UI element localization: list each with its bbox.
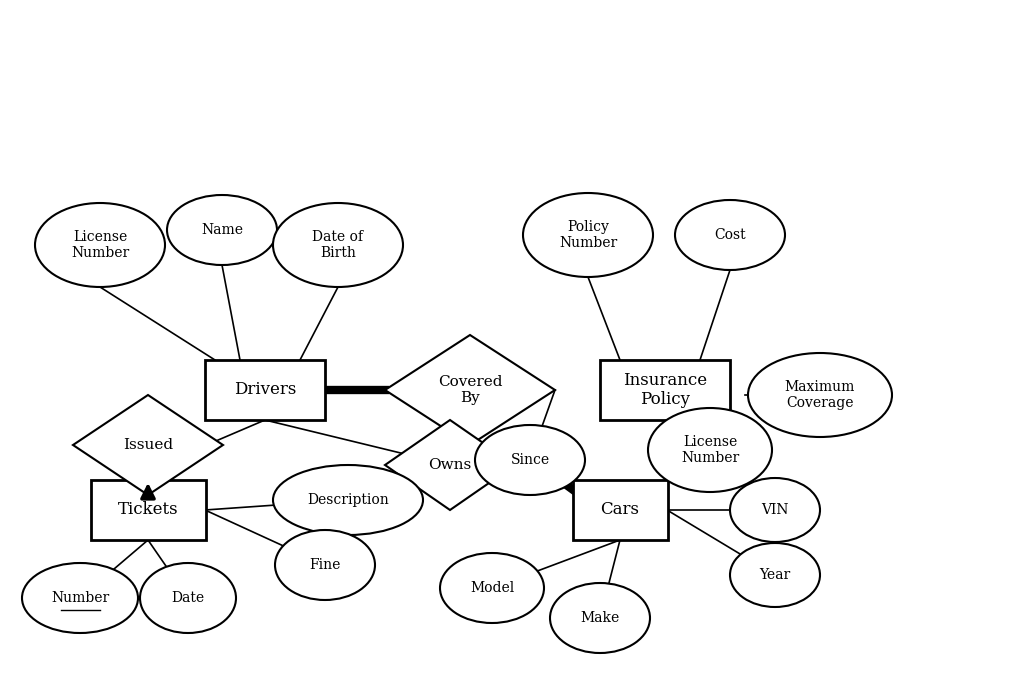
Text: Insurance
Policy: Insurance Policy [623, 372, 707, 408]
Ellipse shape [523, 193, 653, 277]
Text: VIN: VIN [761, 503, 788, 517]
Text: Model: Model [470, 581, 514, 595]
Text: Fine: Fine [309, 558, 341, 572]
Text: Tickets: Tickets [118, 502, 178, 518]
Ellipse shape [275, 530, 375, 600]
Text: Drivers: Drivers [233, 381, 296, 398]
Text: Name: Name [201, 223, 243, 237]
Text: License
Number: License Number [681, 435, 739, 465]
Text: Covered
By: Covered By [437, 375, 502, 405]
Bar [205, 360, 325, 420]
Text: Issued: Issued [123, 438, 173, 452]
Ellipse shape [748, 353, 892, 437]
Text: Date of
Birth: Date of Birth [312, 230, 364, 260]
Bar [600, 360, 730, 420]
Text: Number: Number [51, 591, 110, 605]
Ellipse shape [440, 553, 544, 623]
Text: Maximum
Coverage: Maximum Coverage [784, 380, 855, 410]
Text: Make: Make [581, 611, 620, 625]
Text: Cost: Cost [714, 228, 745, 242]
Ellipse shape [475, 425, 585, 495]
Text: License
Number: License Number [71, 230, 129, 260]
Ellipse shape [648, 408, 772, 492]
Ellipse shape [273, 465, 423, 535]
Text: Policy
Number: Policy Number [559, 220, 617, 250]
Text: Since: Since [510, 453, 550, 467]
Text: Date: Date [171, 591, 205, 605]
Text: Owns: Owns [428, 458, 472, 472]
Ellipse shape [550, 583, 650, 653]
Text: Year: Year [760, 568, 791, 582]
Ellipse shape [167, 195, 278, 265]
Ellipse shape [140, 563, 236, 633]
Ellipse shape [273, 203, 403, 287]
Polygon shape [385, 420, 515, 510]
Polygon shape [73, 395, 223, 495]
Text: Cars: Cars [600, 502, 640, 518]
Polygon shape [385, 335, 555, 445]
Ellipse shape [730, 543, 820, 607]
Bar [90, 480, 206, 540]
Ellipse shape [675, 200, 785, 270]
Bar [572, 480, 668, 540]
Text: Description: Description [307, 493, 389, 507]
Ellipse shape [730, 478, 820, 542]
Ellipse shape [35, 203, 165, 287]
Ellipse shape [22, 563, 138, 633]
